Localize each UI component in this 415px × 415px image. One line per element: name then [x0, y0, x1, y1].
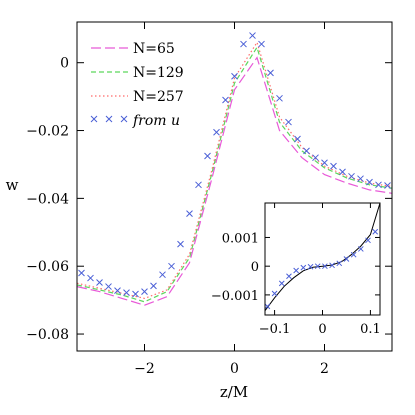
main-marker-point [132, 290, 139, 298]
main-marker-point [321, 159, 328, 167]
inset-marker-point [365, 237, 371, 244]
main-marker-point [105, 283, 112, 290]
main-y-tick-label: −0.08 [26, 327, 69, 343]
main-y-tick-label: 0 [60, 56, 69, 72]
legend-marker-point [105, 115, 113, 123]
inset-x-tick-label: −0.1 [259, 322, 291, 337]
inset-marker-point [329, 262, 335, 269]
main-marker-point [114, 287, 121, 294]
main-marker-point [330, 162, 337, 170]
main-series-3-markers [78, 32, 391, 298]
y-axis-label: w [6, 176, 19, 194]
inset-marker-point [357, 246, 364, 252]
main-marker-point [375, 181, 382, 189]
main-marker-point [312, 154, 319, 162]
inset-marker-point [350, 251, 357, 258]
inset-y-tick-label: −0.001 [211, 289, 259, 304]
main-x-tick-label: 0 [230, 361, 239, 377]
main-marker-point [168, 262, 175, 270]
inset-marker-point [265, 303, 271, 310]
main-marker-point [249, 32, 256, 39]
inset-x-tick-label: 0 [318, 322, 326, 337]
legend-label-n129: N=129 [133, 65, 184, 81]
main-marker-point [348, 172, 355, 180]
inset-series-layer [265, 203, 380, 311]
main-y-tick-label: −0.02 [26, 124, 69, 140]
legend-label-n257: N=257 [133, 89, 184, 105]
inset-x-tick-label: 0.1 [360, 322, 381, 337]
main-marker-point [96, 279, 103, 286]
main-marker-point [366, 178, 373, 186]
main-marker-point [141, 288, 148, 295]
inset-marker-point [278, 280, 285, 287]
inset-marker-point [314, 263, 321, 270]
main-marker-point [87, 274, 94, 282]
main-marker-point [204, 152, 211, 160]
main-marker-point [177, 240, 184, 248]
inset-marker-point [372, 228, 379, 235]
inset-y-tick-label: 0.001 [222, 231, 259, 246]
inset-marker-point [307, 263, 314, 270]
legend-label-from-u: from u [132, 113, 180, 129]
legend-marker-point [120, 115, 128, 123]
main-marker-point [303, 147, 310, 155]
main-marker-point [213, 128, 220, 136]
main-marker-point [231, 72, 238, 80]
main-marker-point [339, 168, 346, 176]
main-marker-point [357, 175, 364, 183]
legend-marker-point [90, 115, 98, 123]
main-marker-point [222, 96, 229, 104]
main-marker-point [276, 94, 283, 102]
legend: N=65 N=129 N=257 from u [90, 41, 184, 129]
inset-ticks-layer: −0.1 0 0.1 0.001 0 −0.001 [211, 203, 381, 337]
main-marker-point [384, 182, 391, 189]
inset-marker-point [300, 264, 307, 271]
main-marker-point [195, 181, 202, 189]
main-marker-point [294, 135, 301, 143]
inset-series-0-line [265, 203, 380, 311]
main-marker-point [123, 289, 130, 297]
main-ticks-layer: −2 0 2 0 −0.02 −0.04 −0.06 −0.08 [26, 22, 392, 377]
inset-marker-point [336, 260, 343, 267]
main-marker-point [258, 40, 265, 48]
main-marker-point [186, 210, 193, 217]
main-y-tick-label: −0.06 [26, 259, 69, 275]
main-series-2-line [77, 40, 392, 300]
inset-marker-point [343, 256, 350, 262]
inset-marker-point [293, 267, 299, 274]
legend-markers-from-u [90, 115, 128, 123]
main-marker-point [78, 269, 85, 277]
inset-background [265, 203, 380, 315]
main-plot: −2 0 2 0 −0.02 −0.04 −0.06 −0.08 z/M w [6, 21, 393, 401]
main-marker-point [150, 282, 157, 290]
inset-marker-point [271, 290, 278, 297]
main-series-layer [77, 32, 392, 306]
main-x-tick-label: 2 [320, 361, 329, 377]
inset-marker-point [286, 273, 292, 280]
inset-y-tick-label: 0 [251, 260, 259, 275]
inset-series-1-markers [265, 228, 379, 310]
x-axis-label: z/M [220, 383, 248, 401]
main-x-tick-label: −2 [134, 361, 155, 377]
legend-label-n65: N=65 [133, 41, 175, 57]
inset-plot: −0.1 0 0.1 0.001 0 −0.001 [211, 202, 381, 337]
main-marker-point [240, 40, 247, 48]
main-series-0-line [77, 56, 392, 306]
inset-marker-point [322, 263, 328, 270]
main-marker-point [285, 118, 292, 126]
main-marker-point [267, 69, 274, 77]
main-marker-point [159, 271, 166, 279]
main-y-tick-label: −0.04 [26, 191, 69, 207]
